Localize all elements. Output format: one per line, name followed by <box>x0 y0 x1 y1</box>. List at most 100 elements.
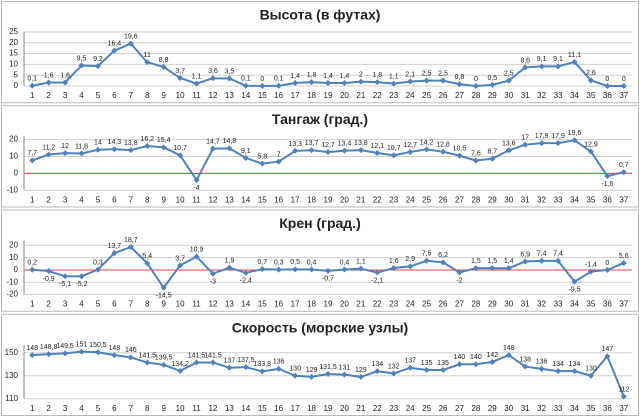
data-point <box>587 148 594 155</box>
x-tick-label: 26 <box>439 300 448 309</box>
data-label: 0 <box>622 76 626 83</box>
x-tick-label: 21 <box>356 404 365 413</box>
x-tick-label: 9 <box>161 195 166 204</box>
data-label: 16,4 <box>108 40 122 47</box>
data-label: -1,4 <box>585 262 597 269</box>
data-point <box>29 157 36 164</box>
x-tick-label: 25 <box>422 404 431 413</box>
x-tick-label: 18 <box>307 404 316 413</box>
data-label: 149,5 <box>56 343 74 350</box>
data-label: 19,6 <box>568 130 582 137</box>
data-label: 9,2 <box>93 56 103 63</box>
x-tick-label: 1 <box>30 300 35 309</box>
x-tick-label: 31 <box>521 195 530 204</box>
data-point <box>160 284 167 291</box>
data-point <box>308 373 315 380</box>
data-point <box>604 83 611 89</box>
x-tick-label: 12 <box>209 91 218 100</box>
x-tick-label: 27 <box>455 404 464 413</box>
data-label: 134 <box>552 361 564 368</box>
x-tick-label: 18 <box>307 300 316 309</box>
x-tick-label: 24 <box>406 195 415 204</box>
x-tick-label: 13 <box>225 91 234 100</box>
data-point <box>78 273 85 280</box>
data-point <box>111 47 118 54</box>
data-point <box>78 150 85 157</box>
data-label: 13,4 <box>338 141 352 148</box>
x-tick-label: 6 <box>112 404 117 413</box>
data-point <box>259 83 266 89</box>
data-label: 0,1 <box>241 76 251 83</box>
x-tick-label: 6 <box>112 195 117 204</box>
x-tick-label: 16 <box>274 300 283 309</box>
data-point <box>259 266 266 273</box>
data-point <box>160 361 167 368</box>
x-tick-label: 24 <box>406 404 415 413</box>
data-point <box>390 264 397 271</box>
data-label: 140 <box>454 354 466 361</box>
x-tick-label: 32 <box>537 404 546 413</box>
data-point <box>472 265 479 272</box>
data-label: 1,6 <box>44 72 54 79</box>
chart-title: Тангаж (град.) <box>272 111 368 127</box>
x-tick-label: 21 <box>356 195 365 204</box>
data-point <box>78 62 85 69</box>
data-label: 15,4 <box>157 137 171 144</box>
data-label: 133,8 <box>254 361 272 368</box>
x-tick-label: 5 <box>96 91 101 100</box>
data-point <box>160 63 167 70</box>
data-label: 14,2 <box>420 139 434 146</box>
x-tick-label: 6 <box>112 91 117 100</box>
data-label: 7,7 <box>27 150 37 157</box>
data-point <box>144 143 151 150</box>
data-label: 14,7 <box>206 138 220 145</box>
data-point <box>177 75 184 82</box>
data-point <box>292 372 299 379</box>
data-label: 1,5 <box>487 258 497 265</box>
data-label: 0,4 <box>307 259 317 266</box>
data-label: 1,8 <box>372 72 382 79</box>
data-point <box>308 266 315 273</box>
x-tick-label: 35 <box>586 91 595 100</box>
data-label: 141,5 <box>138 352 156 359</box>
x-tick-label: 32 <box>537 91 546 100</box>
y-tick-label: 110 <box>5 394 18 403</box>
x-tick-label: 15 <box>258 91 267 100</box>
x-tick-label: 28 <box>471 300 480 309</box>
data-label: 1,4 <box>290 73 300 80</box>
data-point <box>489 81 496 88</box>
data-label: 18,7 <box>124 237 138 244</box>
x-tick-label: 18 <box>307 91 316 100</box>
data-label: 10,5 <box>453 146 467 153</box>
data-label: 148 <box>26 345 38 352</box>
data-point <box>587 372 594 379</box>
x-tick-label: 23 <box>389 195 398 204</box>
data-point <box>209 359 216 366</box>
data-point <box>62 350 69 357</box>
data-label: 0,3 <box>274 259 284 266</box>
data-label: 0 <box>605 260 609 267</box>
data-point <box>390 370 397 377</box>
data-point <box>357 147 364 154</box>
x-tick-label: 33 <box>554 91 563 100</box>
data-point <box>456 361 463 368</box>
data-label: 2,1 <box>405 71 415 78</box>
x-tick-label: 28 <box>471 91 480 100</box>
data-label: 1,4 <box>340 73 350 80</box>
data-point <box>571 59 578 66</box>
data-point <box>242 364 249 371</box>
data-point <box>604 266 611 273</box>
x-tick-label: 28 <box>471 404 480 413</box>
data-point <box>78 348 85 355</box>
x-tick-label: 7 <box>129 195 134 204</box>
data-point <box>45 268 52 275</box>
data-label: 9,1 <box>553 56 563 63</box>
x-tick-label: 27 <box>455 91 464 100</box>
x-tick-label: 26 <box>439 195 448 204</box>
data-label: -5,1 <box>59 281 71 288</box>
data-label: 137,5 <box>237 357 255 364</box>
data-label: 13,3 <box>288 141 302 148</box>
x-tick-label: 9 <box>161 404 166 413</box>
data-label: 1,1 <box>389 73 399 80</box>
